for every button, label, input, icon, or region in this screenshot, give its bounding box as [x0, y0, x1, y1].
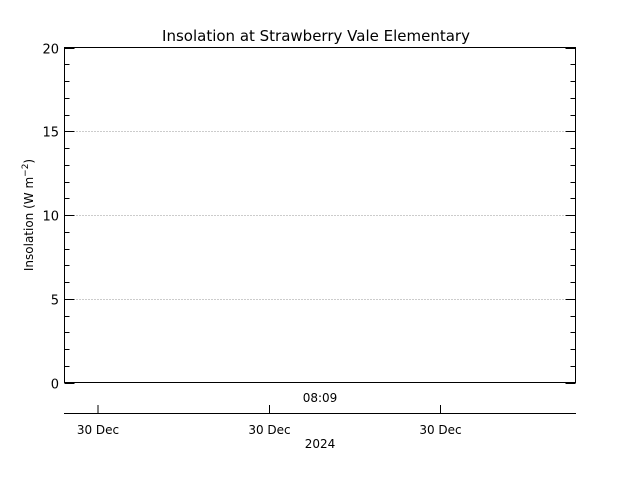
y-axis-label-superscript: −2 — [21, 164, 31, 177]
x-tick-label: 30 Dec — [248, 423, 290, 437]
x-axis-ticks — [97, 405, 441, 414]
chart-title: Insolation at Strawberry Vale Elementary — [162, 27, 470, 45]
y-tick-label: 5 — [51, 294, 59, 309]
x-tick-label: 30 Dec — [419, 423, 461, 437]
x-top-label: 08:09 — [303, 391, 338, 405]
x-tick-label: 30 Dec — [77, 423, 119, 437]
grid-lines — [64, 131, 576, 300]
y-tick-label: 0 — [51, 378, 59, 393]
y-tick-label: 15 — [42, 126, 59, 141]
y-tick-labels: 0 5 10 15 20 — [42, 43, 59, 393]
y-axis-label: Insolation (W m−2) — [21, 159, 36, 271]
y-tick-label: 20 — [42, 43, 59, 58]
x-year-label: 2024 — [305, 437, 336, 451]
y-axis-label-prefix: Insolation (W m — [22, 177, 36, 271]
y-tick-label: 10 — [42, 210, 59, 225]
y-axis-label-suffix: ) — [22, 159, 36, 164]
y-axis-ticks — [64, 48, 576, 384]
plot-area-frame — [64, 47, 576, 383]
